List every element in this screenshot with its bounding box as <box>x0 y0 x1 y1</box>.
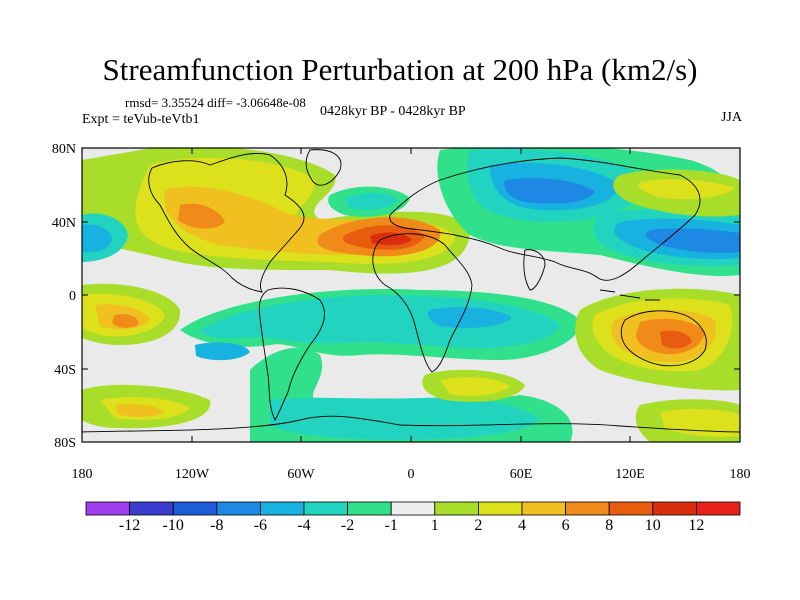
colorbar-label: -10 <box>162 517 184 534</box>
colorbar-box <box>521 501 566 516</box>
colorbar-box <box>303 501 348 516</box>
colorbar-box <box>85 501 130 516</box>
contour-negative-sh-core <box>195 342 250 361</box>
contour-fields <box>82 148 740 442</box>
africa-coast <box>372 233 473 373</box>
contour-positive-australia-core <box>660 330 692 349</box>
greenland-coast <box>305 149 342 186</box>
contour-negative-wpacific-core <box>82 224 112 253</box>
lon-label-120e: 120E <box>615 467 645 482</box>
lat-labels: 80N 40N 0 40S 80S <box>52 142 76 451</box>
lat-label-80s: 80S <box>54 436 76 451</box>
colorbar-box <box>172 501 218 516</box>
colorbar-label: 8 <box>605 517 614 534</box>
chart-title: Streamfunction Perturbation at 200 hPa (… <box>102 52 698 87</box>
colorbar-label: -1 <box>384 517 398 534</box>
india-coast <box>523 249 546 291</box>
colorbar-label: 2 <box>474 517 483 534</box>
colorbar-label: 6 <box>561 517 570 534</box>
colorbar-label: 1 <box>430 517 439 534</box>
contour-negative-asia-east-core <box>645 228 740 253</box>
lon-label-60e: 60E <box>510 467 533 482</box>
contour-negative-eurasia-core <box>504 178 595 204</box>
colorbar-label: -6 <box>253 517 268 534</box>
colorbar-box <box>347 501 392 516</box>
colorbar-box <box>477 501 523 516</box>
stats-text: rmsd= 3.35524 diff= -3.06648e-08 <box>125 95 306 110</box>
colorbar-boxes <box>85 501 741 516</box>
lat-label-80n: 80N <box>52 142 76 157</box>
colorbar-label: -4 <box>297 517 311 534</box>
eurasia-coast <box>389 157 701 281</box>
lon-label-180e: 180 <box>730 467 751 482</box>
colorbar-label: -8 <box>210 517 224 534</box>
colorbar-box <box>434 501 479 516</box>
contour-positive-nafrica-peak <box>370 232 412 246</box>
lon-label-180w: 180 <box>72 467 93 482</box>
colorbar-box <box>652 501 697 516</box>
lat-label-40n: 40N <box>52 216 76 231</box>
coastlines <box>82 149 740 433</box>
lat-label-40s: 40S <box>54 363 76 378</box>
colorbar-label: 12 <box>688 517 705 534</box>
season-label: JJA <box>720 110 742 125</box>
lon-label-60w: 60W <box>287 467 315 482</box>
north-america-coast <box>148 153 305 293</box>
contour-positive-npacific-core <box>638 179 735 200</box>
contour-negative-southern-ocean-core <box>270 397 540 440</box>
lat-label-0: 0 <box>69 289 76 304</box>
south-america-coast <box>258 287 325 421</box>
lon-label-0: 0 <box>408 467 415 482</box>
contour-positive-spacific-lower-peak <box>115 403 165 417</box>
period-label: 0428kyr BP - 0428kyr BP <box>320 104 466 119</box>
contour-negative-sh-core2 <box>427 307 512 328</box>
colorbar-box <box>216 501 261 516</box>
colorbar-label: -2 <box>340 517 355 534</box>
lon-ticks <box>81 148 741 442</box>
indonesia-coast <box>599 289 660 301</box>
colorbar-box <box>129 501 174 516</box>
colorbar-box <box>696 501 741 516</box>
experiment-label: Expt = teVub-teVtb1 <box>82 112 200 127</box>
lon-labels: 180 120W 60W 0 60E 120E 180 <box>72 467 751 482</box>
contour-positive-indian-core <box>440 377 510 396</box>
colorbar-label: 4 <box>518 517 526 534</box>
australia-coast <box>620 310 707 367</box>
contour-positive-nam-inner <box>178 203 225 229</box>
lat-ticks <box>82 147 740 443</box>
colorbar-box <box>390 501 436 516</box>
contour-negative-atlantic-core <box>345 192 398 210</box>
antarctica-coast <box>82 415 740 433</box>
colorbar-box <box>565 501 610 516</box>
colorbar-label: 10 <box>644 517 661 534</box>
colorbar-box <box>608 501 654 516</box>
colorbar-box <box>259 501 305 516</box>
contour-positive-spacific-peak <box>112 314 139 328</box>
colorbar-label: -12 <box>118 517 141 534</box>
lon-label-120w: 120W <box>175 467 210 482</box>
